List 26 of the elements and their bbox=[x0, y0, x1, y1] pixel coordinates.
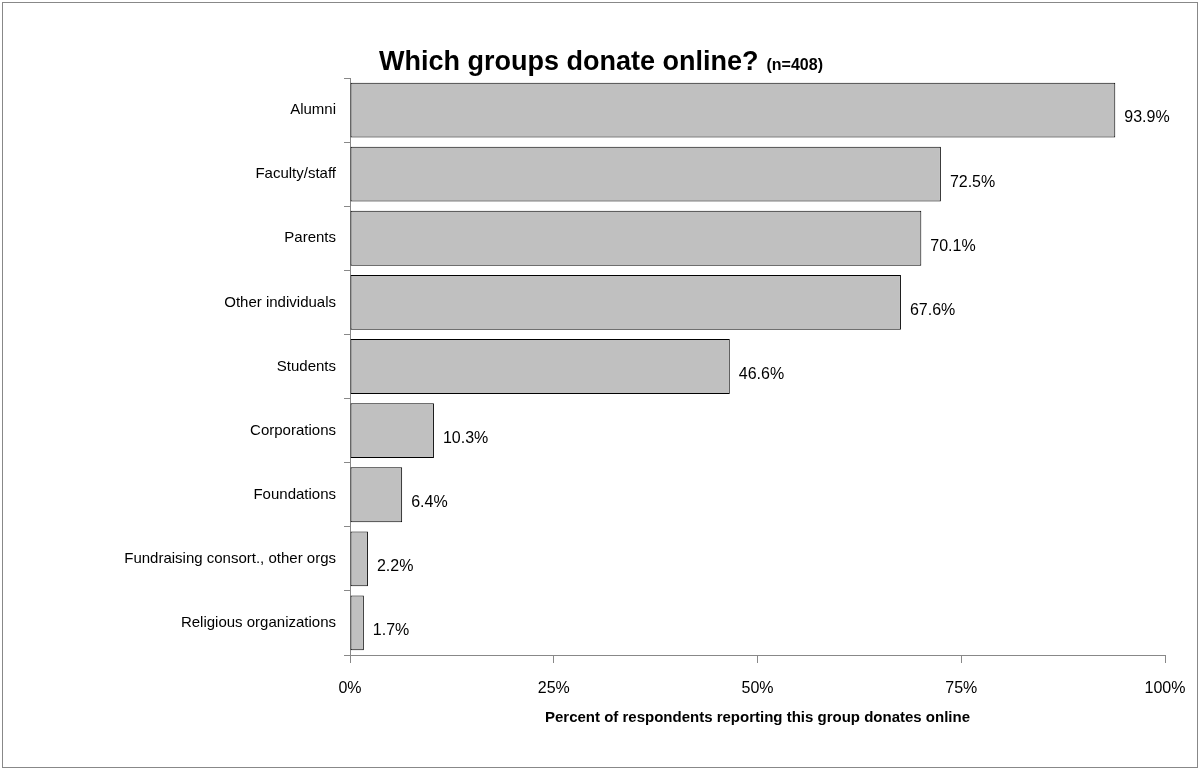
chart-title: Which groups donate online? bbox=[379, 46, 759, 76]
chart-subtitle: (n=408) bbox=[766, 56, 823, 73]
x-tick-label: 25% bbox=[537, 679, 570, 697]
y-tick-label: Foundations bbox=[253, 484, 336, 502]
y-tick-label: Faculty/staff bbox=[255, 164, 337, 182]
data-label: 10.3% bbox=[442, 429, 489, 447]
data-label: 70.1% bbox=[930, 236, 976, 254]
data-label: 72.5% bbox=[949, 172, 996, 190]
data-label: 46.6% bbox=[738, 364, 785, 382]
data-label: 67.6% bbox=[909, 300, 956, 318]
x-tick-label: 100% bbox=[1144, 679, 1186, 697]
data-label: 2.2% bbox=[376, 557, 414, 575]
y-tick-label: Alumni bbox=[290, 100, 336, 118]
data-label: 1.7% bbox=[372, 621, 410, 639]
x-axis-title: Percent of respondents reporting this group donates online bbox=[543, 708, 971, 725]
y-tick-label: Fundraising consort., other orgs bbox=[124, 548, 336, 566]
y-tick-label: Corporations bbox=[250, 420, 336, 438]
y-tick-label: Other individuals bbox=[224, 292, 336, 310]
x-tick-label: 50% bbox=[741, 679, 774, 697]
y-tick-label: Religious organizations bbox=[180, 613, 336, 631]
y-tick-label: Students bbox=[276, 356, 336, 374]
x-tick-label: 0% bbox=[338, 679, 362, 697]
x-tick-label: 75% bbox=[945, 679, 978, 697]
data-label: 6.4% bbox=[411, 493, 448, 511]
y-tick-label: Parents bbox=[284, 228, 336, 246]
data-label: 93.9% bbox=[1124, 108, 1170, 126]
